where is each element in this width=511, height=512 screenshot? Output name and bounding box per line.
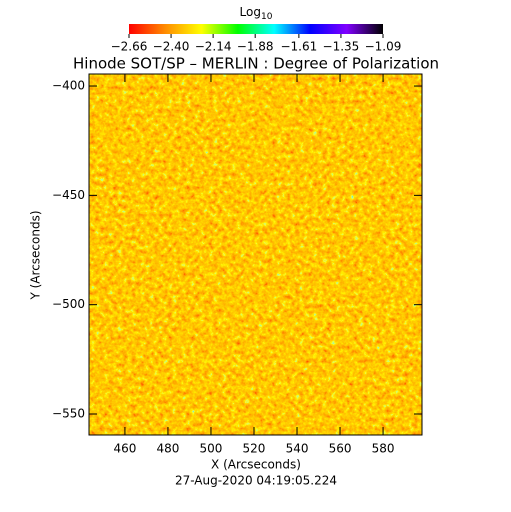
x-tick-label: 500 (200, 442, 223, 456)
colorbar-label: Log10 (240, 5, 273, 22)
colorbar-tick-label: −1.35 (323, 40, 360, 54)
y-tick-label: −550 (52, 407, 85, 421)
colorbar-tick-label: −2.66 (111, 40, 148, 54)
x-axis-label: X (Arcseconds) (211, 458, 301, 472)
colorbar-tick-label: −1.88 (237, 40, 274, 54)
x-tick-label: 580 (372, 442, 395, 456)
plot-frame (88, 73, 423, 436)
colorbar-tick-label: −1.61 (280, 40, 317, 54)
x-tick-label: 480 (156, 442, 179, 456)
x-tick-label: 540 (286, 442, 309, 456)
colorbar-tick-label: −2.40 (153, 40, 190, 54)
polarization-image (89, 74, 422, 435)
colorbar-tick-label: −2.14 (195, 40, 232, 54)
x-tick-label: 460 (113, 442, 136, 456)
colorbar (129, 24, 383, 34)
x-tick-label: 520 (243, 442, 266, 456)
y-tick-label: −500 (52, 297, 85, 311)
y-tick-label: −400 (52, 79, 85, 93)
x-tick-label: 560 (329, 442, 352, 456)
y-tick-label: −450 (52, 188, 85, 202)
footer: 27-Aug-2020 04:19:05.224 (175, 474, 337, 488)
y-axis-label: Y (Arcseconds) (29, 210, 43, 300)
chart-title: Hinode SOT/SP – MERLIN : Degree of Polar… (73, 55, 439, 73)
colorbar-tick-label: −1.09 (365, 40, 402, 54)
